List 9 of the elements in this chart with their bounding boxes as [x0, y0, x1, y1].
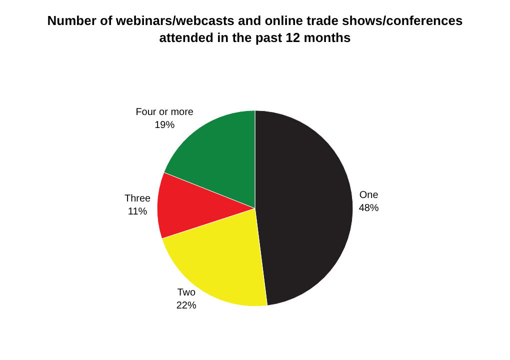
data-label: 19%	[154, 120, 175, 132]
slice-label: Three	[124, 193, 152, 204]
slice-label: One	[359, 190, 379, 202]
slice-label: Four or more	[136, 107, 194, 118]
data-label: 48%	[358, 203, 379, 214]
data-label: 22%	[176, 300, 196, 312]
data-label: 11%	[128, 206, 148, 218]
slice-label: Two	[177, 288, 196, 299]
chart-title: Number of webinars/webcasts and online trade shows/conferences attended in the past 12 months	[47, 13, 463, 46]
